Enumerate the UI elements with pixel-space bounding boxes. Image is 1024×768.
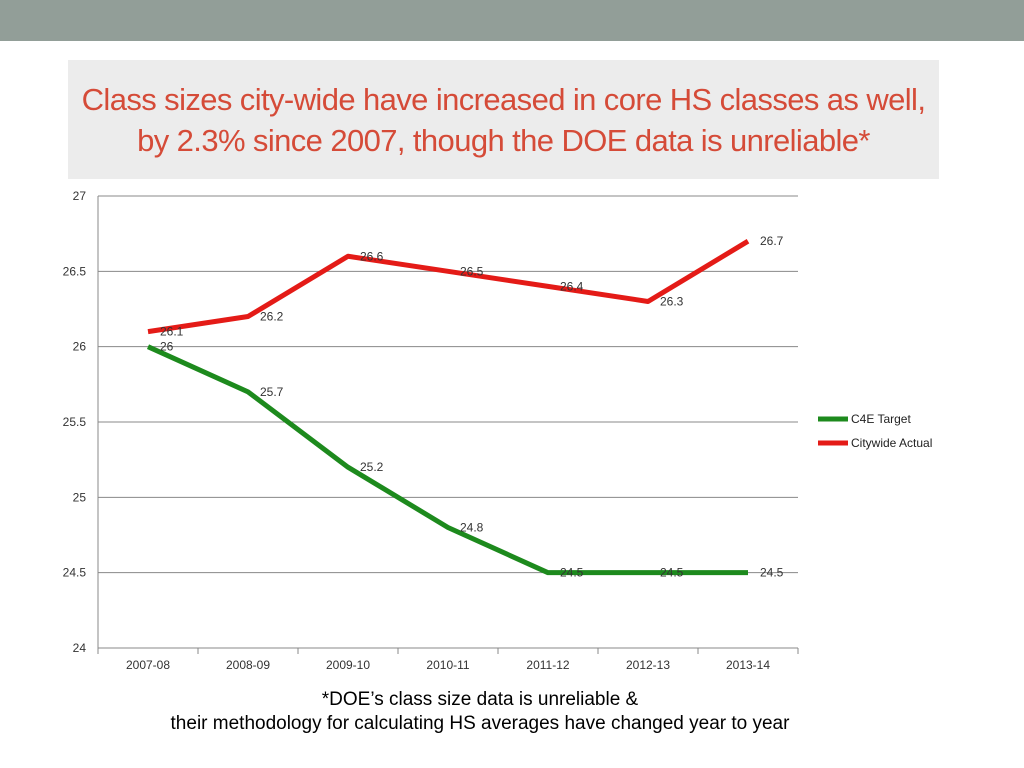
x-tick-label: 2007-08 — [126, 658, 170, 672]
data-label: 26.4 — [560, 279, 584, 293]
x-tick-label: 2010-11 — [426, 658, 469, 672]
y-tick-label: 25 — [73, 490, 87, 504]
data-label: 24.8 — [460, 520, 484, 534]
slide-title: Class sizes city-wide have increased in … — [81, 81, 926, 158]
y-tick-label: 26.5 — [63, 264, 87, 278]
data-label: 26.7 — [760, 234, 784, 248]
data-label: 26 — [160, 340, 174, 354]
legend-label: Citywide Actual — [851, 436, 932, 450]
footnote-line-2: their methodology for calculating HS ave… — [170, 713, 790, 734]
top-bar — [0, 0, 1024, 41]
footnote-line-1: *DOE’s class size data is unreliable & — [321, 689, 639, 710]
line-chart: 24 24.5 25 25.5 26 26.5 27 2007-08 2008-09 2009-1… — [63, 189, 933, 672]
data-label: 26.6 — [360, 249, 384, 263]
data-label: 26.5 — [460, 264, 484, 278]
y-tick-label: 24.5 — [63, 566, 87, 580]
data-label: 24.5 — [560, 566, 584, 580]
x-tick-label: 2012-13 — [626, 658, 670, 672]
data-label: 26.2 — [260, 310, 284, 324]
x-tick-label: 2013-14 — [726, 658, 770, 672]
y-tick-label: 24 — [73, 641, 87, 655]
y-tick-label: 27 — [73, 189, 87, 203]
x-tick-label: 2009-10 — [326, 658, 370, 672]
data-label: 24.5 — [660, 566, 684, 580]
series-line-c4e-target — [146, 344, 748, 576]
x-tick-label: 2008-09 — [226, 658, 270, 672]
y-tick-label: 25.5 — [63, 415, 87, 429]
data-label: 26.1 — [160, 325, 184, 339]
y-tick-label: 26 — [73, 340, 87, 354]
series-line-citywide-actual — [147, 239, 750, 335]
data-label: 25.2 — [360, 460, 384, 474]
data-label: 24.5 — [760, 566, 784, 580]
footnote: *DOE’s class size data is unreliable & t… — [0, 688, 960, 736]
legend-label: C4E Target — [851, 412, 911, 426]
title-box: Class sizes city-wide have increased in … — [68, 60, 939, 179]
data-label: 26.3 — [660, 294, 684, 308]
x-tick-label: 2011-12 — [526, 658, 569, 672]
data-label: 25.7 — [260, 385, 284, 399]
